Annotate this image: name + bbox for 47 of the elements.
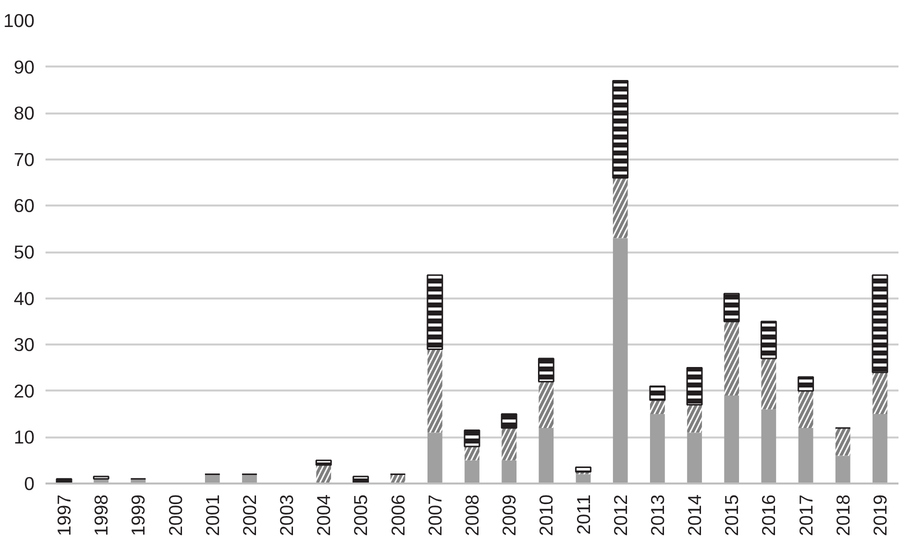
- x-tick-label: 2013: [646, 494, 668, 536]
- x-tick-label: 2010: [536, 494, 557, 536]
- bar: [502, 460, 517, 484]
- x-tick-label: 1998: [90, 494, 112, 536]
- bar: [872, 414, 888, 484]
- y-tick-label: 90: [14, 56, 35, 78]
- x-tick-label: 2005: [350, 494, 372, 536]
- y-tick-label: 60: [14, 195, 35, 216]
- bar: [761, 409, 776, 484]
- x-tick-label: 2000: [164, 494, 186, 536]
- bar: [538, 428, 554, 484]
- x-tick-label: 2012: [610, 494, 631, 536]
- y-tick-label: 40: [14, 288, 35, 309]
- bar: [464, 460, 480, 484]
- y-tick-label: 80: [14, 102, 35, 124]
- x-tick-label: 2008: [462, 494, 482, 536]
- bar: [798, 428, 814, 484]
- y-tick-label: 0: [24, 473, 35, 494]
- x-tick-label: 2018: [832, 494, 854, 536]
- bar: [687, 432, 702, 484]
- x-tick-label: 2006: [387, 494, 408, 536]
- bar: [835, 456, 850, 484]
- x-tick-label: 2014: [684, 494, 706, 536]
- x-tick-label: 2004: [313, 494, 334, 536]
- bar: [427, 432, 442, 484]
- x-tick-label: 1997: [54, 494, 75, 536]
- y-tick-label: 50: [14, 242, 35, 262]
- y-tick-label: 20: [14, 380, 35, 402]
- x-tick-label: 2002: [238, 494, 260, 536]
- x-tick-label: 2011: [572, 494, 594, 535]
- y-tick-label: 30: [14, 334, 35, 356]
- y-tick-label: 10: [14, 426, 35, 448]
- x-tick-label: 2016: [758, 494, 780, 536]
- x-tick-label: 2017: [795, 494, 816, 536]
- x-tick-label: 2019: [869, 494, 890, 536]
- x-tick-label: 2001: [202, 494, 223, 536]
- y-tick-label: 100: [3, 10, 35, 31]
- bar: [724, 396, 740, 484]
- x-tick-label: 2003: [276, 494, 298, 536]
- x-tick-label: 1999: [128, 494, 149, 536]
- x-tick-label: 2009: [498, 494, 520, 536]
- bar: [650, 414, 665, 484]
- x-tick-label: 2007: [424, 494, 446, 536]
- y-tick-label: 70: [14, 148, 35, 170]
- x-tick-label: 2015: [721, 494, 742, 536]
- bar: [612, 238, 628, 484]
- bar: [576, 474, 591, 484]
